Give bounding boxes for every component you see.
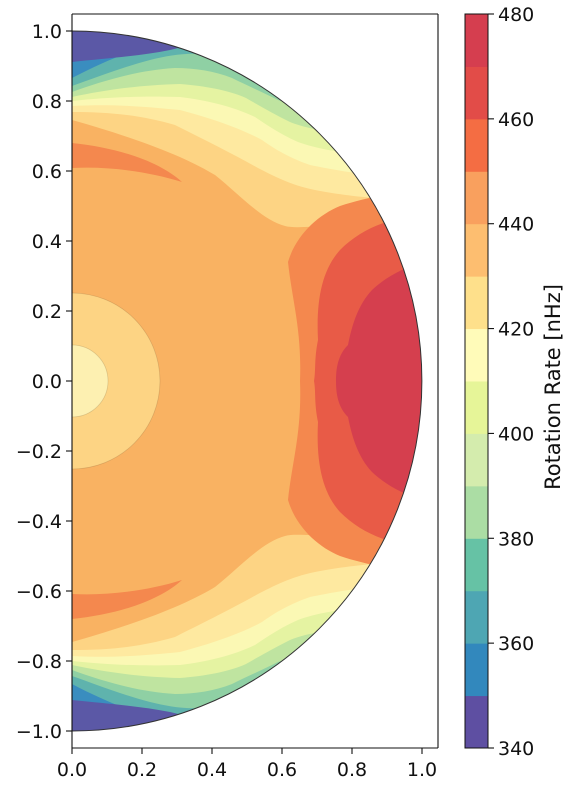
x-tick-label: 0.2 bbox=[127, 759, 157, 781]
y-tick: 0.8 bbox=[32, 91, 72, 113]
y-tick-label: 0.4 bbox=[32, 231, 62, 253]
colorbar-swatch bbox=[465, 485, 488, 539]
colorbar-tick: 420 bbox=[488, 319, 534, 341]
x-tick: 1.0 bbox=[407, 748, 437, 781]
colorbar-swatch bbox=[465, 118, 488, 172]
disk-outline bbox=[71, 30, 423, 732]
colorbar-swatch bbox=[465, 223, 488, 277]
y-tick: 0.0 bbox=[32, 371, 72, 393]
y-tick-label: −1.0 bbox=[16, 721, 62, 743]
y-tick-label: 1.0 bbox=[32, 21, 62, 43]
x-tick: 0.2 bbox=[127, 748, 157, 781]
y-tick-label: −0.4 bbox=[16, 511, 62, 533]
colorbar-swatch bbox=[465, 433, 488, 487]
y-tick: 0.6 bbox=[32, 161, 72, 183]
y-tick-label: 0.6 bbox=[32, 161, 62, 183]
colorbar-tick: 480 bbox=[488, 4, 534, 26]
y-tick-label: 0.2 bbox=[32, 301, 62, 323]
y-axis-ticks: 1.0 0.8 0.6 0.4 0.2 0.0 −0.2 −0.4 −0.6 −0.8 −1.0 bbox=[16, 21, 72, 743]
colorbar-tick-label: 420 bbox=[498, 319, 534, 341]
colorbar-swatch bbox=[465, 171, 488, 225]
contour-lines bbox=[72, 292, 161, 470]
colorbar-tick: 440 bbox=[488, 214, 534, 236]
colorbar-tick: 400 bbox=[488, 423, 534, 445]
colorbar-swatch bbox=[465, 381, 488, 434]
colorbar-swatch bbox=[465, 328, 488, 382]
x-tick-label: 0.8 bbox=[337, 759, 367, 781]
y-tick: −0.8 bbox=[16, 651, 72, 673]
contour-level-445-north-strip bbox=[72, 143, 182, 182]
y-tick-label: 0.8 bbox=[32, 91, 62, 113]
contour-level-445-south-strip bbox=[72, 580, 182, 619]
contour-level-425-core bbox=[72, 293, 160, 469]
colorbar-swatch bbox=[465, 14, 488, 67]
y-tick: 1.0 bbox=[32, 21, 72, 43]
y-tick-label: −0.8 bbox=[16, 651, 62, 673]
y-tick: −1.0 bbox=[16, 721, 72, 743]
x-tick: 0.4 bbox=[197, 748, 227, 781]
colorbar-frame bbox=[464, 13, 489, 749]
colorbar-swatch bbox=[465, 276, 488, 330]
y-tick: 0.4 bbox=[32, 231, 72, 253]
x-tick-label: 0.0 bbox=[57, 759, 87, 781]
colorbar-tick-label: 380 bbox=[498, 528, 534, 550]
colorbar-label: Rotation Rate [nHz] bbox=[541, 284, 565, 490]
colorbar-tick-label: 400 bbox=[498, 423, 534, 445]
colorbar-tick-label: 440 bbox=[498, 214, 534, 236]
colorbar-tick-label: 360 bbox=[498, 633, 534, 655]
colorbar-swatch bbox=[465, 643, 488, 697]
colorbar-swatch bbox=[465, 538, 488, 592]
x-tick-label: 0.4 bbox=[197, 759, 227, 781]
colorbar-swatch bbox=[465, 695, 488, 749]
x-tick: 0.6 bbox=[267, 748, 297, 781]
colorbar-tick: 460 bbox=[488, 109, 534, 131]
y-tick-label: −0.2 bbox=[16, 441, 62, 463]
x-tick-label: 1.0 bbox=[407, 759, 437, 781]
colorbar-swatch bbox=[465, 66, 488, 120]
y-tick: −0.4 bbox=[16, 511, 72, 533]
y-tick: 0.2 bbox=[32, 301, 72, 323]
colorbar-tick-label: 460 bbox=[498, 109, 534, 131]
x-axis-ticks: 0.0 0.2 0.4 0.6 0.8 1.0 bbox=[57, 748, 437, 781]
colorbar-tick: 340 bbox=[488, 738, 534, 760]
x-tick: 0.0 bbox=[57, 748, 87, 781]
y-tick-label: −0.6 bbox=[16, 581, 62, 603]
x-tick: 0.8 bbox=[337, 748, 367, 781]
y-tick: −0.6 bbox=[16, 581, 72, 603]
colorbar-tick: 380 bbox=[488, 528, 534, 550]
contour-level-465-equator bbox=[336, 262, 422, 500]
contour-level-415-core bbox=[72, 345, 108, 417]
colorbar-tick-label: 340 bbox=[498, 738, 534, 760]
colorbar-tick: 360 bbox=[488, 633, 534, 655]
y-tick-label: 0.0 bbox=[32, 371, 62, 393]
colorbar: 340 360 380 400 420 440 460 480 bbox=[464, 4, 534, 760]
colorbar-tick-label: 480 bbox=[498, 4, 534, 26]
x-tick-label: 0.6 bbox=[267, 759, 297, 781]
contour-fills bbox=[72, 31, 422, 731]
y-tick: −0.2 bbox=[16, 441, 72, 463]
colorbar-swatch bbox=[465, 590, 488, 644]
